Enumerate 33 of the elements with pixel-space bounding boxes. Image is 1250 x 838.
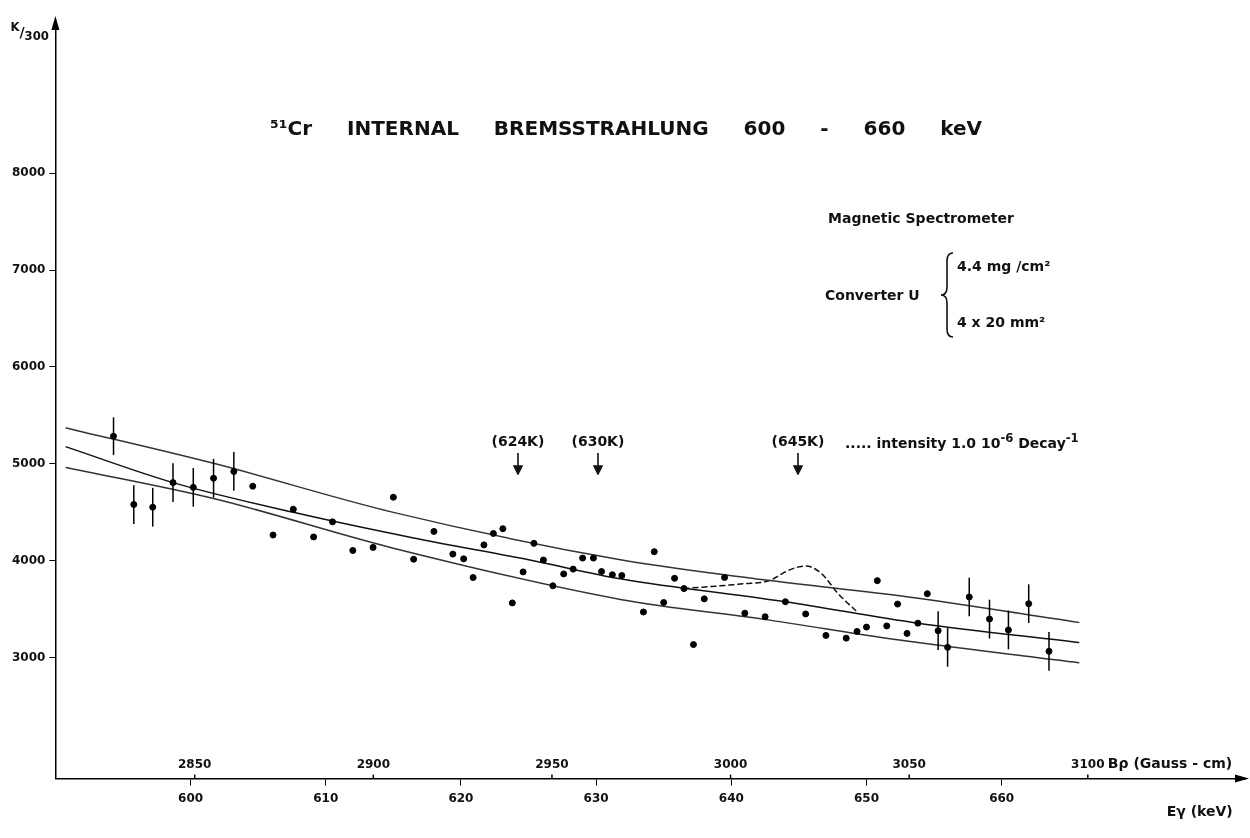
x-tick-label: 650	[853, 790, 880, 805]
text: ⁵¹Cr INTERNAL BREMSSTRAHLUNG 600 - 660 keV	[270, 116, 983, 140]
annotation: Converter U	[825, 287, 920, 303]
x2-tick-label: 3000	[713, 756, 748, 771]
y-tick-label: 4000	[11, 552, 46, 567]
x2-axis-title: Bρ (Gauss - cm)	[1107, 754, 1233, 771]
annotation: (624K)	[491, 433, 545, 449]
x-tick-label: 630	[583, 790, 609, 805]
x2-tick-label: 3100	[1071, 756, 1105, 771]
x2-tick-label: 3050	[892, 756, 926, 771]
x2-tick-label: 2950	[535, 756, 569, 771]
x2-tick-label: 2900	[356, 756, 391, 771]
annotation: 4 x 20 mm²	[957, 314, 1046, 330]
annotation: Magnetic Spectrometer	[828, 210, 1014, 226]
x-axis-title: Eγ (keV)	[1166, 802, 1233, 819]
line-series	[65, 466, 1080, 664]
line-series	[65, 427, 1080, 624]
annotation: (645K)	[771, 433, 825, 449]
x-tick-label: 610	[313, 790, 339, 805]
y-tick-label: 5000	[11, 455, 46, 470]
x-tick-label: 640	[718, 790, 744, 805]
y-tick-label: 8000	[11, 165, 46, 180]
annotation: 4.4 mg /cm²	[957, 258, 1051, 274]
y-axis-title: $^{K}$/$_{300}$	[10, 19, 49, 43]
x-tick-label: 620	[448, 790, 474, 805]
x2-tick-label: 2850	[178, 756, 212, 771]
x-tick-label: 660	[989, 790, 1015, 805]
y-tick-label: 7000	[11, 262, 46, 277]
x-tick-label: 600	[178, 790, 204, 805]
annotation: (630K)	[571, 433, 625, 449]
y-tick-label: 3000	[11, 649, 46, 664]
y-tick-label: 6000	[11, 359, 46, 374]
annotation: ..... intensity 1.0 10$^{-6}$ Decay$^{-1}$	[845, 430, 1079, 451]
